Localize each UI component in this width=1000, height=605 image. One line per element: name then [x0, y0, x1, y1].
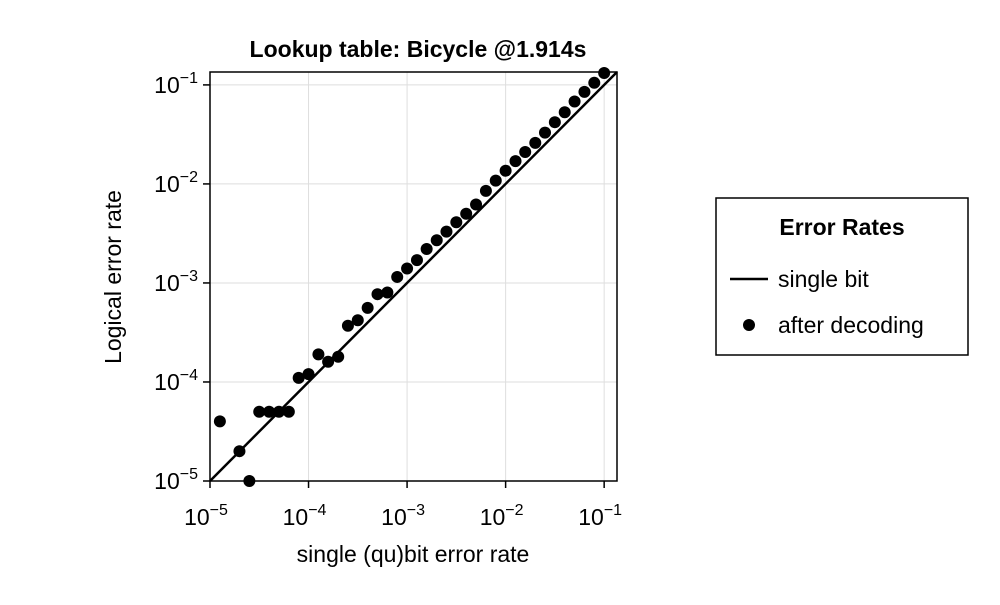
y-tick-label: 10−1 — [154, 70, 198, 98]
y-axis-ticks: 10−5 10−4 10−3 10−2 10−1 — [154, 70, 210, 494]
after-decoding-point — [509, 155, 522, 168]
after-decoding-point — [332, 350, 345, 363]
grid-lines — [210, 72, 617, 481]
after-decoding-point — [539, 126, 552, 139]
after-decoding-point — [341, 319, 354, 332]
after-decoding-point — [391, 270, 404, 283]
after-decoding-point — [588, 76, 601, 89]
after-decoding-point — [548, 116, 561, 129]
after-decoding-point — [292, 371, 305, 384]
series-single-bit — [209, 71, 618, 482]
after-decoding-point — [272, 405, 285, 418]
x-axis-ticks: 10−5 10−4 10−3 10−2 10−1 — [184, 481, 622, 530]
x-tick-label: 10−3 — [381, 502, 425, 530]
y-tick-label: 10−4 — [154, 367, 198, 395]
x-tick-label: 10−5 — [184, 502, 228, 530]
after-decoding-point — [499, 164, 512, 177]
x-tick-label: 10−2 — [480, 502, 524, 530]
legend-marker-swatch — [743, 319, 755, 331]
after-decoding-point — [401, 262, 414, 275]
after-decoding-point — [430, 234, 443, 247]
y-tick-label: 10−5 — [154, 466, 198, 494]
chart-title: Lookup table: Bicycle @1.914s — [250, 36, 587, 62]
after-decoding-point — [302, 368, 315, 381]
after-decoding-point — [489, 174, 502, 187]
after-decoding-point — [233, 445, 246, 458]
series-after-decoding — [213, 66, 611, 487]
after-decoding-point — [322, 355, 335, 368]
plot-frame — [209, 71, 618, 482]
after-decoding-point — [253, 405, 266, 418]
y-axis-label: Logical error rate — [100, 190, 126, 364]
after-decoding-point — [568, 95, 581, 108]
after-decoding-point — [529, 136, 542, 149]
after-decoding-point — [460, 207, 473, 220]
legend-entry-after-decoding: after decoding — [778, 312, 924, 338]
legend-title: Error Rates — [779, 214, 904, 240]
after-decoding-point — [282, 405, 295, 418]
after-decoding-point — [420, 243, 433, 256]
after-decoding-point — [371, 288, 384, 301]
after-decoding-point — [213, 415, 226, 428]
after-decoding-point — [351, 314, 364, 327]
single-bit-line — [209, 71, 618, 482]
after-decoding-point — [312, 348, 325, 361]
after-decoding-point — [410, 254, 423, 267]
x-tick-label: 10−4 — [283, 502, 327, 530]
after-decoding-point — [450, 216, 463, 229]
after-decoding-point — [598, 66, 611, 79]
x-axis-label: single (qu)bit error rate — [297, 541, 530, 567]
y-tick-label: 10−3 — [154, 268, 198, 296]
legend-box — [715, 197, 969, 356]
legend: Error Rates single bit after decoding — [715, 197, 969, 356]
legend-entry-single-bit: single bit — [778, 266, 869, 292]
y-tick-label: 10−2 — [154, 169, 198, 197]
after-decoding-point — [558, 106, 571, 119]
x-tick-label: 10−1 — [578, 502, 622, 530]
after-decoding-point — [479, 184, 492, 197]
after-decoding-point — [263, 405, 276, 418]
after-decoding-point — [470, 198, 483, 211]
after-decoding-point — [578, 85, 591, 98]
after-decoding-point — [381, 286, 394, 299]
after-decoding-point — [440, 225, 453, 238]
after-decoding-point — [519, 146, 532, 159]
after-decoding-point — [361, 301, 374, 314]
